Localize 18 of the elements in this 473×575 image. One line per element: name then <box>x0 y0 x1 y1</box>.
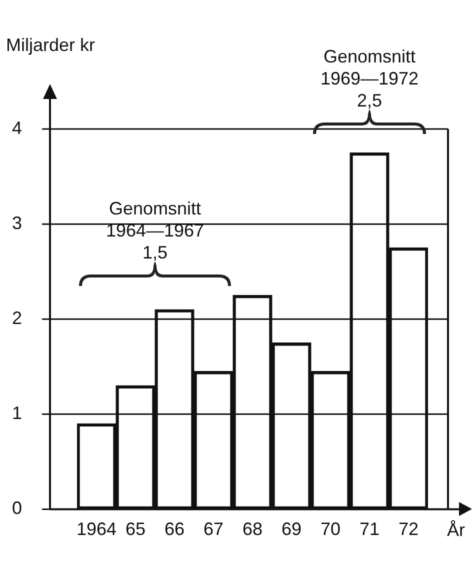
y-tick-label: 0 <box>12 498 22 518</box>
x-tick-label: 69 <box>281 518 302 539</box>
x-tick-label: 70 <box>320 518 341 539</box>
annotation: Genomsnitt 1969—1972 2,5 <box>320 46 419 110</box>
y-tick-label: 2 <box>12 308 22 328</box>
y-tick-label: 4 <box>12 118 22 138</box>
x-tick-label: 66 <box>164 518 185 539</box>
x-tick-label: 65 <box>125 518 146 539</box>
y-axis-title: Miljarder kr <box>6 35 96 55</box>
x-tick-label: 71 <box>359 518 380 539</box>
y-tick-label: 3 <box>12 213 22 234</box>
annotation: Genomsnitt 1964—1967 1,5 <box>106 198 204 262</box>
x-tick-label: 72 <box>398 518 419 539</box>
x-tick-label: 68 <box>242 518 263 539</box>
x-tick-label: 67 <box>203 518 224 539</box>
y-tick-label: 1 <box>12 403 22 424</box>
x-tick-label: 1964 <box>76 518 117 539</box>
x-axis-title: År <box>447 520 466 540</box>
